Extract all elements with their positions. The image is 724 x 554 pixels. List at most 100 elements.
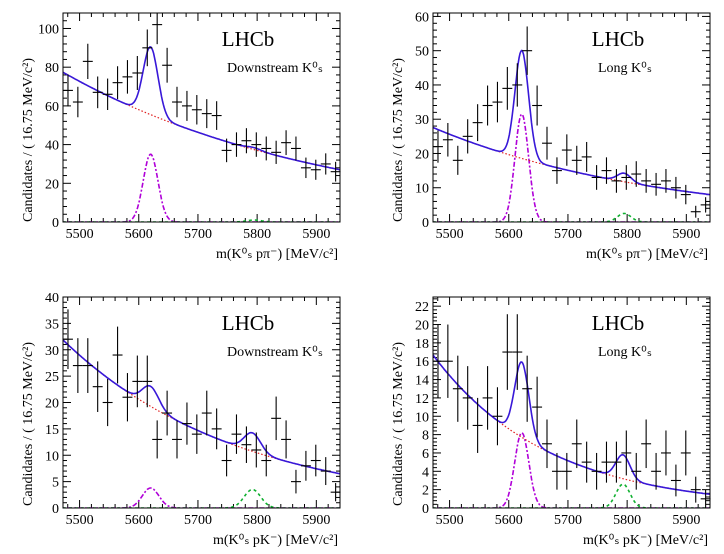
data-point bbox=[102, 378, 113, 427]
data-point bbox=[132, 355, 143, 408]
x-tick-label: 5900 bbox=[302, 513, 330, 528]
data-point bbox=[191, 95, 202, 125]
data-point bbox=[561, 452, 572, 490]
data-point bbox=[611, 441, 622, 483]
x-tick-label: 5900 bbox=[302, 227, 330, 242]
background-curve bbox=[433, 126, 710, 196]
panel-long-ppi: 5500 5600 5700 5800 5900 0 10 20 30 40 50 60 LHCb L… bbox=[391, 10, 711, 262]
data-point bbox=[492, 81, 503, 123]
signal-lambdab-curve bbox=[63, 153, 340, 222]
data-point bbox=[271, 396, 282, 441]
data-point bbox=[181, 402, 192, 445]
data-point bbox=[690, 476, 701, 503]
x-axis-title: m(K⁰ₛ pK⁻) [MeV/c²] bbox=[213, 533, 338, 548]
data-point bbox=[472, 397, 483, 453]
data-point bbox=[680, 184, 691, 205]
panel-downstream-pk: 5500 5600 5700 5800 5900 0 5 10 15 20 25 30 35 40 LHC… bbox=[21, 291, 341, 548]
data-point bbox=[591, 165, 602, 190]
x-tick-label: 5700 bbox=[554, 513, 582, 528]
lhcb-label: LHCb bbox=[222, 27, 275, 51]
y-tick-label: 40 bbox=[45, 291, 59, 306]
data-point bbox=[82, 338, 93, 393]
data-point bbox=[251, 432, 262, 468]
background-curve bbox=[63, 339, 340, 475]
data-point bbox=[281, 130, 292, 156]
data-point bbox=[82, 43, 93, 80]
y-tick-label: 8 bbox=[422, 429, 429, 444]
x-tick-label: 5500 bbox=[436, 513, 464, 528]
data-point bbox=[482, 366, 493, 430]
x-axis-title: m(K⁰ₛ pπ⁻) [MeV/c²] bbox=[216, 247, 338, 262]
data-point bbox=[162, 47, 173, 83]
signal-lambdab-curve bbox=[63, 487, 340, 508]
y-tick-label: 35 bbox=[45, 317, 59, 332]
data-point bbox=[261, 136, 272, 161]
data-point bbox=[201, 99, 212, 129]
y-tick-label: 0 bbox=[422, 502, 429, 517]
data-point bbox=[542, 126, 552, 160]
data-point bbox=[92, 361, 103, 412]
data-point bbox=[641, 169, 652, 193]
data-point bbox=[330, 161, 341, 182]
x-tick-label: 5600 bbox=[495, 227, 523, 242]
data-point bbox=[690, 205, 701, 218]
y-tick-label: 100 bbox=[38, 22, 59, 37]
data-point bbox=[581, 441, 592, 483]
data-point bbox=[63, 309, 73, 370]
y-tick-label: 20 bbox=[45, 397, 59, 412]
data-point bbox=[72, 86, 83, 118]
data-point bbox=[281, 420, 292, 459]
data-point bbox=[231, 132, 242, 157]
x-tick-label: 5800 bbox=[613, 227, 641, 242]
data-point bbox=[122, 373, 133, 422]
data-point bbox=[142, 29, 153, 67]
y-tick-label: 10 bbox=[415, 182, 429, 197]
data-point bbox=[551, 157, 562, 184]
data-point bbox=[621, 165, 632, 190]
data-point bbox=[122, 60, 133, 94]
data-point bbox=[502, 66, 513, 110]
data-point bbox=[92, 76, 103, 109]
data-point bbox=[112, 326, 123, 384]
signal-lambdab-curve bbox=[433, 112, 710, 222]
x-tick-label: 5700 bbox=[184, 227, 212, 242]
y-tick-label: 5 bbox=[52, 476, 59, 491]
data-point bbox=[472, 104, 483, 142]
data-point bbox=[310, 159, 321, 180]
x-tick-label: 5500 bbox=[66, 227, 94, 242]
y-tick-label: 80 bbox=[45, 61, 59, 76]
y-tick-label: 50 bbox=[415, 45, 429, 60]
data-point bbox=[522, 355, 533, 422]
data-point bbox=[462, 366, 473, 430]
y-tick-label: 20 bbox=[415, 319, 429, 334]
y-tick-label: 15 bbox=[45, 423, 59, 438]
data-point bbox=[221, 138, 232, 163]
x-tick-label: 5600 bbox=[495, 513, 523, 528]
plot-frame bbox=[62, 296, 341, 509]
y-tick-label: 10 bbox=[45, 449, 59, 464]
data-point bbox=[300, 157, 311, 179]
y-tick-label: 60 bbox=[45, 100, 59, 115]
y-tick-label: 16 bbox=[415, 355, 429, 370]
data-point bbox=[492, 387, 503, 446]
x-tick-label: 5600 bbox=[125, 513, 153, 528]
data-point bbox=[132, 56, 143, 90]
data-point bbox=[641, 419, 652, 469]
data-point bbox=[231, 414, 242, 454]
y-tick-label: 18 bbox=[415, 337, 429, 352]
data-point bbox=[152, 420, 163, 459]
plot-frame bbox=[432, 12, 711, 223]
lhcb-label: LHCb bbox=[592, 311, 645, 335]
data-point bbox=[601, 441, 612, 483]
panel-downstream-ppi: 5500 5600 5700 5800 5900 0 20 40 60 80 100 LHCb Do… bbox=[21, 12, 341, 262]
data-point bbox=[651, 452, 662, 490]
y-tick-label: 10 bbox=[415, 410, 429, 425]
data-point bbox=[291, 469, 301, 494]
plot-frame bbox=[432, 296, 711, 509]
total-fit-curve bbox=[63, 339, 340, 475]
data-point bbox=[452, 145, 463, 175]
data-point bbox=[512, 63, 523, 107]
signal-lambdab-curve bbox=[433, 431, 710, 508]
data-point bbox=[502, 314, 513, 390]
